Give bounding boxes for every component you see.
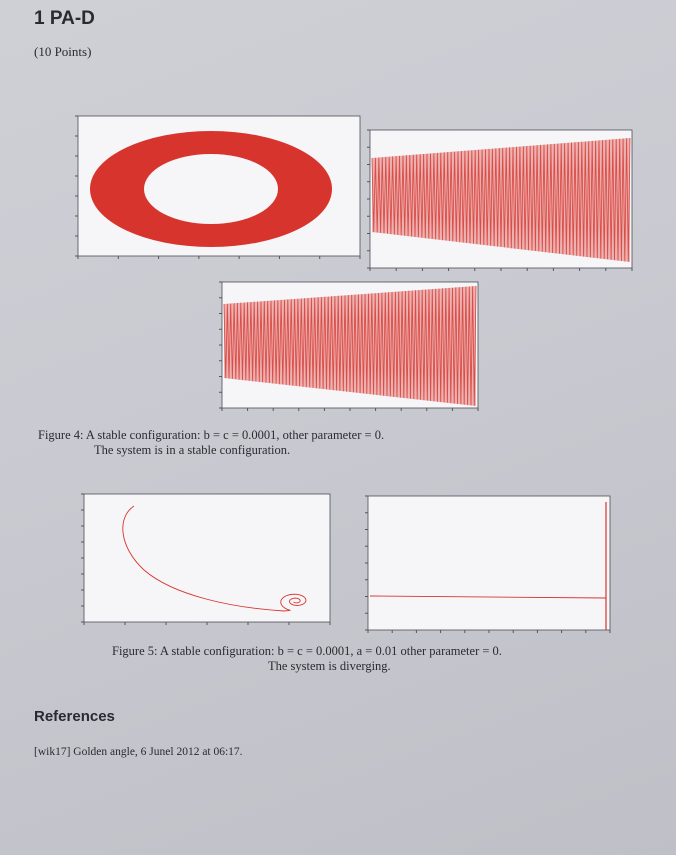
plot-frame — [367, 495, 611, 631]
plot-frame — [83, 493, 331, 623]
fig5-diverging-svg — [365, 495, 611, 633]
spiral-line — [122, 505, 307, 612]
oscillation-envelope — [224, 286, 476, 406]
figure4-caption-line1: Figure 4: A stable configuration: b = c … — [38, 428, 385, 442]
figure4-caption-line2: The system is in a stable configuration. — [94, 443, 291, 457]
fig4-ring-plot — [68, 112, 364, 264]
fig5-spiral-svg — [81, 493, 331, 625]
figure5-caption: Figure 5: A stable configuration: b = c … — [112, 644, 652, 674]
ring-inner — [144, 154, 278, 224]
fig4-oscillation-plot-2 — [208, 270, 484, 418]
figure5-caption-line2: The system is diverging. — [268, 659, 391, 673]
fig4-oscillation-plot-1 — [364, 124, 640, 276]
diverging-flat-line — [369, 595, 607, 599]
fig5-spiral-plot — [64, 486, 336, 632]
fig4-osc1-svg — [367, 129, 633, 271]
oscillation-envelope — [372, 138, 630, 262]
figure4-caption: Figure 4: A stable configuration: b = c … — [38, 428, 638, 458]
oscillation-line — [223, 285, 477, 406]
reference-item: [wik17] Golden angle, 6 Junel 2012 at 06… — [34, 746, 243, 758]
fig4-osc2-svg — [219, 281, 479, 411]
points-label: (10 Points) — [34, 44, 92, 59]
figure5-caption-line1: Figure 5: A stable configuration: b = c … — [112, 644, 502, 658]
oscillation-line — [371, 137, 631, 262]
fig5-diverging-plot — [352, 490, 618, 638]
section-title: 1 PA-D — [34, 8, 95, 29]
fig4-ring-svg — [75, 115, 361, 259]
references-heading: References — [34, 708, 115, 725]
